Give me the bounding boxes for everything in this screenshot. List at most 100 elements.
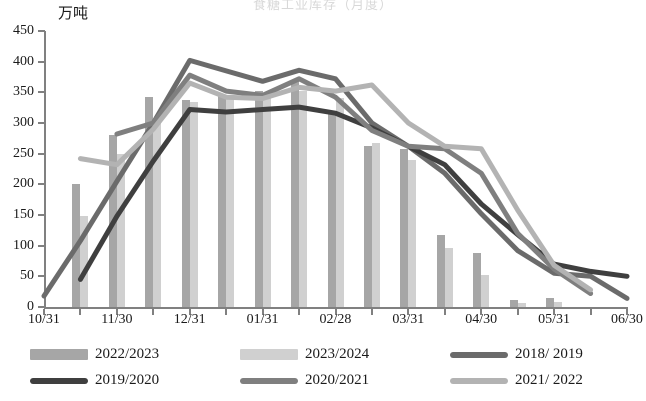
bar <box>145 97 154 307</box>
x-axis-tick-label: 06/30 <box>611 312 643 327</box>
bar <box>473 253 482 307</box>
legend-bar-swatch <box>30 349 88 360</box>
legend-line-swatch <box>30 377 88 384</box>
bar <box>546 298 555 307</box>
x-axis-tick <box>261 309 264 315</box>
bar <box>335 98 344 307</box>
bar <box>262 93 271 307</box>
bar <box>444 248 453 307</box>
x-axis-tick <box>480 309 483 315</box>
x-axis-tick-label: 03/31 <box>392 312 425 327</box>
x-axis-tick-label: 11/30 <box>101 312 133 327</box>
y-axis-line <box>44 31 46 308</box>
y-axis-tick-label: 50 <box>20 268 34 284</box>
bar <box>153 123 162 307</box>
chart-legend: 2022/2023 2023/2024 2018/ 2019 2019/2020 202… <box>30 346 630 394</box>
legend-line-swatch <box>450 351 508 358</box>
y-axis-tick-label: 0 <box>27 299 34 314</box>
legend-label: 2019/2020 <box>95 372 160 388</box>
x-axis-tick <box>553 309 556 315</box>
bar <box>408 159 417 307</box>
x-axis-tick <box>79 309 82 315</box>
plot-area <box>41 31 630 307</box>
x-axis-tick <box>589 309 592 315</box>
bar <box>481 275 490 307</box>
bar <box>254 91 263 307</box>
bar <box>291 81 300 307</box>
x-axis-tick <box>188 309 191 315</box>
bar <box>400 148 409 307</box>
bar <box>80 216 89 307</box>
x-axis-tick-label: 02/28 <box>319 312 352 327</box>
legend-item[interactable]: 2018/ 2019 <box>450 346 583 363</box>
y-axis-tick-label: 250 <box>13 145 34 161</box>
legend-label: 2020/2021 <box>305 372 370 388</box>
x-axis-tick <box>334 309 337 315</box>
chart-title: 食糖工业库存（月度） <box>252 0 393 12</box>
y-axis-tick <box>38 30 45 32</box>
y-axis-tick-label: 350 <box>13 84 34 100</box>
x-axis-tick <box>152 309 155 315</box>
y-axis-tick-label: 300 <box>13 115 34 130</box>
legend-item[interactable]: 2022/2023 <box>30 346 159 363</box>
bar <box>509 299 518 307</box>
legend-line-swatch <box>450 377 508 384</box>
y-axis-tick <box>38 152 45 155</box>
line-series-path <box>114 72 594 296</box>
y-axis-tick-label: 400 <box>13 53 34 69</box>
bar-series-layer <box>44 31 627 307</box>
bar <box>218 95 227 307</box>
x-axis-tick <box>298 309 301 315</box>
bar <box>116 153 125 307</box>
y-axis-tick <box>38 306 45 308</box>
x-axis-tick <box>43 309 45 315</box>
y-axis-tick <box>38 60 45 63</box>
bar <box>371 142 380 307</box>
bar <box>517 303 526 307</box>
x-axis-tick <box>407 309 410 315</box>
y-axis-tick-label: 450 <box>13 23 34 38</box>
legend-item[interactable]: 2019/2020 <box>30 372 159 389</box>
x-axis-tick-label: 12/31 <box>173 312 206 327</box>
x-axis-tick <box>370 309 373 315</box>
legend-label: 2022/2023 <box>95 346 160 362</box>
y-axis-tick <box>38 91 45 94</box>
y-axis-tick <box>38 183 45 186</box>
bar <box>299 91 308 307</box>
x-axis-tick <box>626 309 628 315</box>
legend-item[interactable]: 2020/2021 <box>240 372 369 389</box>
x-axis-line <box>44 307 628 309</box>
legend-label: 2021/ 2022 <box>515 372 583 388</box>
x-axis-tick-label: 05/31 <box>538 312 571 327</box>
x-axis-tick <box>115 309 118 315</box>
legend-bar-swatch <box>240 349 298 360</box>
line-series-path <box>77 80 594 293</box>
legend-label: 2018/ 2019 <box>515 346 583 362</box>
legend-label: 2023/2024 <box>305 346 370 362</box>
x-axis-tick <box>516 309 519 315</box>
y-axis-tick-label: 150 <box>13 207 34 222</box>
bar <box>327 111 336 307</box>
x-axis-tick-label: 04/30 <box>465 312 498 327</box>
y-axis-tick <box>38 214 45 216</box>
bar <box>554 302 563 307</box>
bar <box>181 99 190 307</box>
legend-line-swatch <box>240 377 298 384</box>
y-axis-tick <box>38 122 45 124</box>
bar <box>436 234 445 307</box>
x-axis-tick-label: 10/31 <box>28 312 60 327</box>
y-axis-tick-label: 100 <box>13 237 34 253</box>
y-axis-unit-label: 万吨 <box>58 4 89 22</box>
legend-item[interactable]: 2023/2024 <box>240 346 369 363</box>
y-axis-tick-label: 200 <box>13 176 34 192</box>
bar <box>363 146 372 307</box>
x-axis-tick <box>443 309 446 315</box>
x-axis-tick-label: 01/31 <box>246 312 279 327</box>
bar <box>226 98 235 307</box>
x-axis-tick <box>225 309 228 315</box>
y-axis-tick <box>38 244 45 247</box>
legend-item[interactable]: 2021/ 2022 <box>450 372 583 389</box>
y-axis-tick <box>38 275 45 278</box>
bar <box>189 101 198 307</box>
